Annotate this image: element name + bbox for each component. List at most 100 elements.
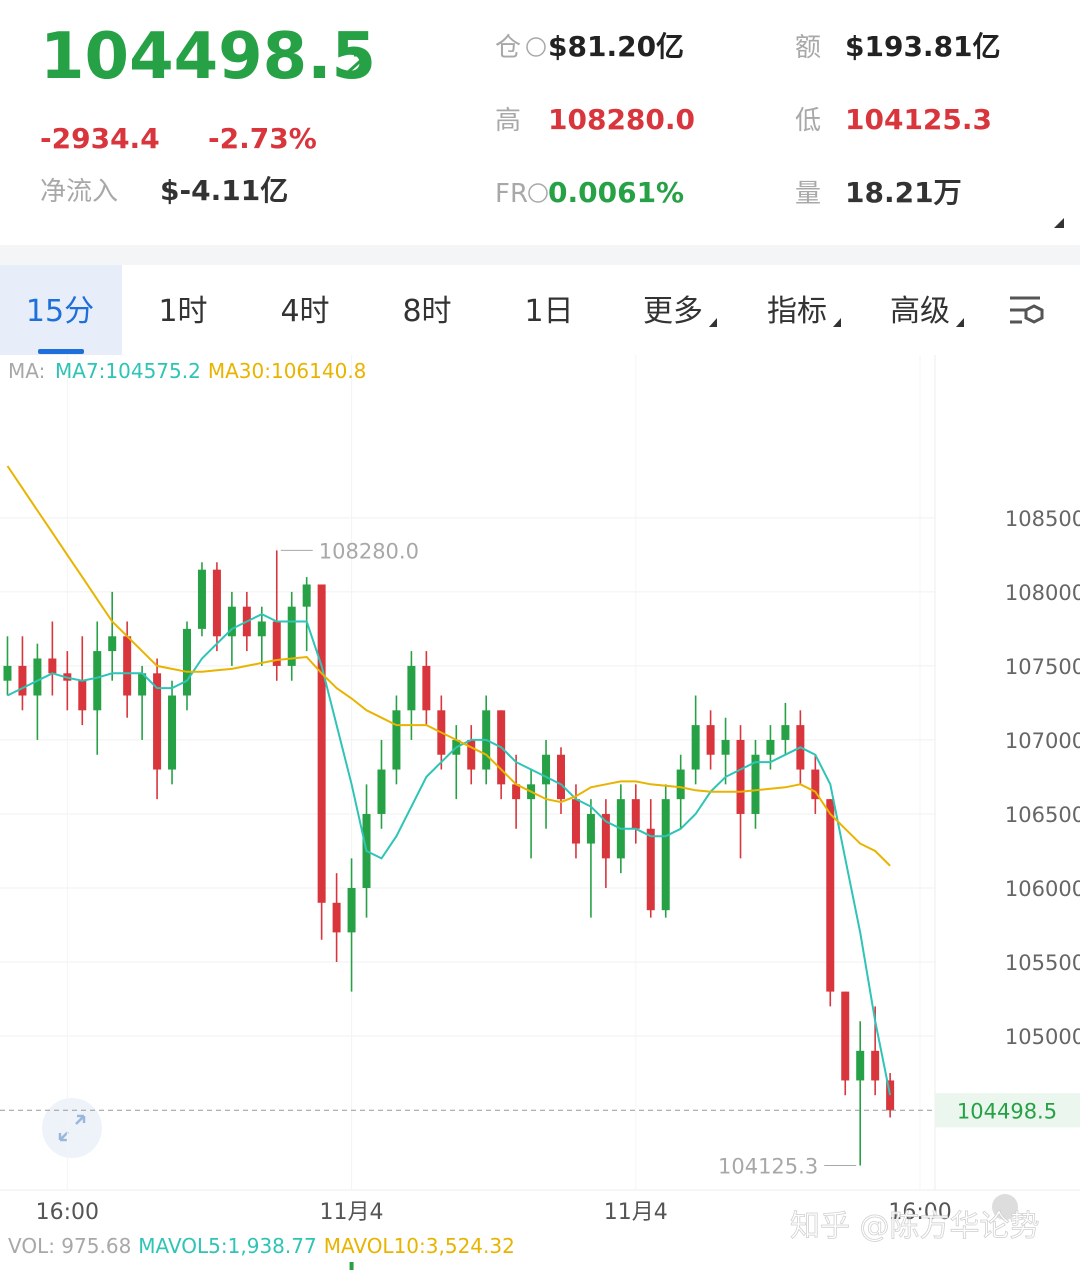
candle-body xyxy=(811,769,820,800)
candle-body xyxy=(227,606,236,637)
ma-line xyxy=(6,465,891,867)
candle-body xyxy=(108,636,117,652)
candle-body xyxy=(78,680,87,711)
stat-value: $81.20亿 xyxy=(548,30,684,63)
tab[interactable]: 高级 xyxy=(890,294,950,329)
tab[interactable]: 8时 xyxy=(402,294,451,329)
annotation: 108280.0 xyxy=(319,539,419,563)
stat-label: 低 xyxy=(795,106,821,136)
candle-body xyxy=(302,584,311,607)
tab[interactable]: 更多 xyxy=(643,294,703,329)
volume-bar xyxy=(349,1262,354,1270)
candle-body xyxy=(257,621,266,637)
stat-label: FR xyxy=(495,179,528,209)
netflow-value: $-4.11亿 xyxy=(160,174,288,207)
watermark: 知乎 @陈方华论势 xyxy=(790,1209,1040,1244)
x-tick-label: 11月4 xyxy=(320,1200,384,1225)
candle-body xyxy=(3,665,12,681)
candle-body xyxy=(721,739,730,755)
y-tick-label: 108500 xyxy=(1005,507,1080,531)
ma-legend: MA7:104575.2 xyxy=(55,359,201,383)
candle-body xyxy=(691,725,700,770)
change-pct: -2.73% xyxy=(208,122,317,155)
help-icon xyxy=(526,37,546,57)
netflow-label: 净流入 xyxy=(40,177,118,207)
tab-dropdown xyxy=(833,318,841,327)
candle-body xyxy=(287,606,296,666)
candle-body xyxy=(392,710,401,770)
candle-body xyxy=(197,569,206,629)
ma-line xyxy=(7,612,892,1096)
volume-legend: MAVOL10:3,524.32 xyxy=(324,1234,515,1258)
y-tick-label: 105000 xyxy=(1005,1025,1080,1049)
candle-body xyxy=(661,799,670,911)
volume-legend: MAVOL5:1,938.77 xyxy=(138,1234,316,1258)
change: -2934.4 xyxy=(40,122,160,155)
candle-body xyxy=(706,725,715,755)
tab[interactable]: 指标 xyxy=(767,294,827,329)
candle-body xyxy=(676,769,685,800)
x-tick-label: 11月4 xyxy=(604,1200,668,1225)
x-tick-label: 16:00 xyxy=(888,1200,951,1225)
stat-value: 104125.3 xyxy=(845,103,992,136)
candle-body xyxy=(168,695,177,770)
candle-body xyxy=(407,665,416,711)
candle-body xyxy=(841,991,850,1081)
y-tick-label: 105500 xyxy=(1005,951,1080,975)
tab-dropdown xyxy=(709,318,717,327)
expand-triangle xyxy=(1054,218,1064,228)
candle-body xyxy=(377,769,386,814)
candle-body xyxy=(557,754,565,800)
volume-legend: VOL: 975.68 xyxy=(8,1234,131,1258)
candle-body xyxy=(542,754,551,785)
expand-button[interactable] xyxy=(42,1098,102,1158)
candle-body xyxy=(736,739,745,814)
candle-body xyxy=(586,813,595,844)
candle-body xyxy=(347,887,356,933)
candle-body xyxy=(886,1080,895,1111)
tab[interactable]: 1日 xyxy=(524,294,573,329)
settings-icon[interactable] xyxy=(1010,296,1044,324)
candle-body xyxy=(871,1050,880,1081)
candle-body xyxy=(123,636,132,696)
y-tick-label: 107000 xyxy=(1005,729,1080,753)
stat-label: 仓 xyxy=(495,33,521,63)
stat-value: $193.81亿 xyxy=(845,30,1001,63)
candle-body xyxy=(153,673,162,770)
candle-body xyxy=(138,673,147,696)
candle-body xyxy=(751,754,760,814)
help-icon xyxy=(528,183,548,203)
candle-body xyxy=(33,658,42,696)
stat-value: 108280.0 xyxy=(548,103,695,136)
up-arrow xyxy=(345,53,369,75)
tab[interactable]: 1时 xyxy=(158,294,207,329)
candle-body xyxy=(332,902,341,933)
candle-body xyxy=(601,813,610,859)
watermark-icon xyxy=(992,1194,1018,1220)
candle-body xyxy=(646,828,655,911)
x-tick-label: 16:00 xyxy=(36,1200,99,1225)
candle-body xyxy=(212,569,221,637)
candle-body xyxy=(781,725,790,740)
candle-body xyxy=(18,665,27,696)
stat-label: 高 xyxy=(495,106,521,136)
tab-dropdown xyxy=(956,318,964,327)
candle-body xyxy=(93,651,102,711)
last-price-label: 104498.5 xyxy=(957,1099,1057,1123)
candle-body xyxy=(856,1050,865,1081)
expand-icon xyxy=(58,1114,86,1142)
candle-body xyxy=(512,784,521,800)
divider xyxy=(0,245,1080,265)
candle-body xyxy=(183,628,191,696)
candle-body xyxy=(422,665,431,711)
candle-body xyxy=(826,799,835,992)
annotation: 104125.3 xyxy=(718,1155,818,1179)
tab[interactable]: 15分 xyxy=(26,294,94,329)
y-tick-label: 108000 xyxy=(1005,581,1080,605)
stat-value: 0.0061% xyxy=(548,176,684,209)
active-tab-underline xyxy=(38,349,84,354)
tab[interactable]: 4时 xyxy=(280,294,329,329)
candle-body xyxy=(317,584,326,903)
